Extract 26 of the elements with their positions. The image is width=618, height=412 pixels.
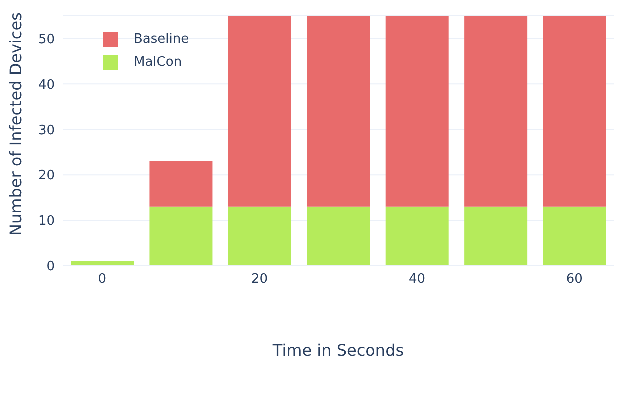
bar	[543, 16, 606, 207]
bar	[464, 16, 528, 207]
y-tick-label: 40	[38, 78, 55, 93]
bar	[543, 206, 606, 266]
legend-label: Baseline	[134, 32, 190, 47]
bar	[228, 206, 292, 266]
bar	[386, 16, 449, 207]
x-tick-label: 20	[252, 272, 268, 288]
x-axis-title: Time in Seconds	[272, 341, 404, 360]
bar	[464, 206, 528, 266]
x-tick-label: 60	[566, 272, 583, 288]
y-axis-title: Number of Infected Devices	[6, 12, 26, 236]
x-tick-label: 40	[408, 272, 426, 288]
bar	[228, 16, 292, 207]
legend-label: MalCon	[134, 55, 182, 70]
x-tick-label: 0	[98, 272, 106, 288]
bar	[307, 206, 370, 266]
y-tick-label: 50	[38, 32, 55, 48]
bar	[150, 206, 213, 266]
y-tick-label: 20	[38, 168, 55, 184]
bar	[307, 16, 370, 207]
y-tick-label: 30	[38, 123, 55, 138]
y-tick-label: 0	[46, 260, 55, 275]
bar	[150, 161, 213, 207]
y-tick-label: 10	[38, 214, 55, 230]
bar	[386, 206, 449, 266]
